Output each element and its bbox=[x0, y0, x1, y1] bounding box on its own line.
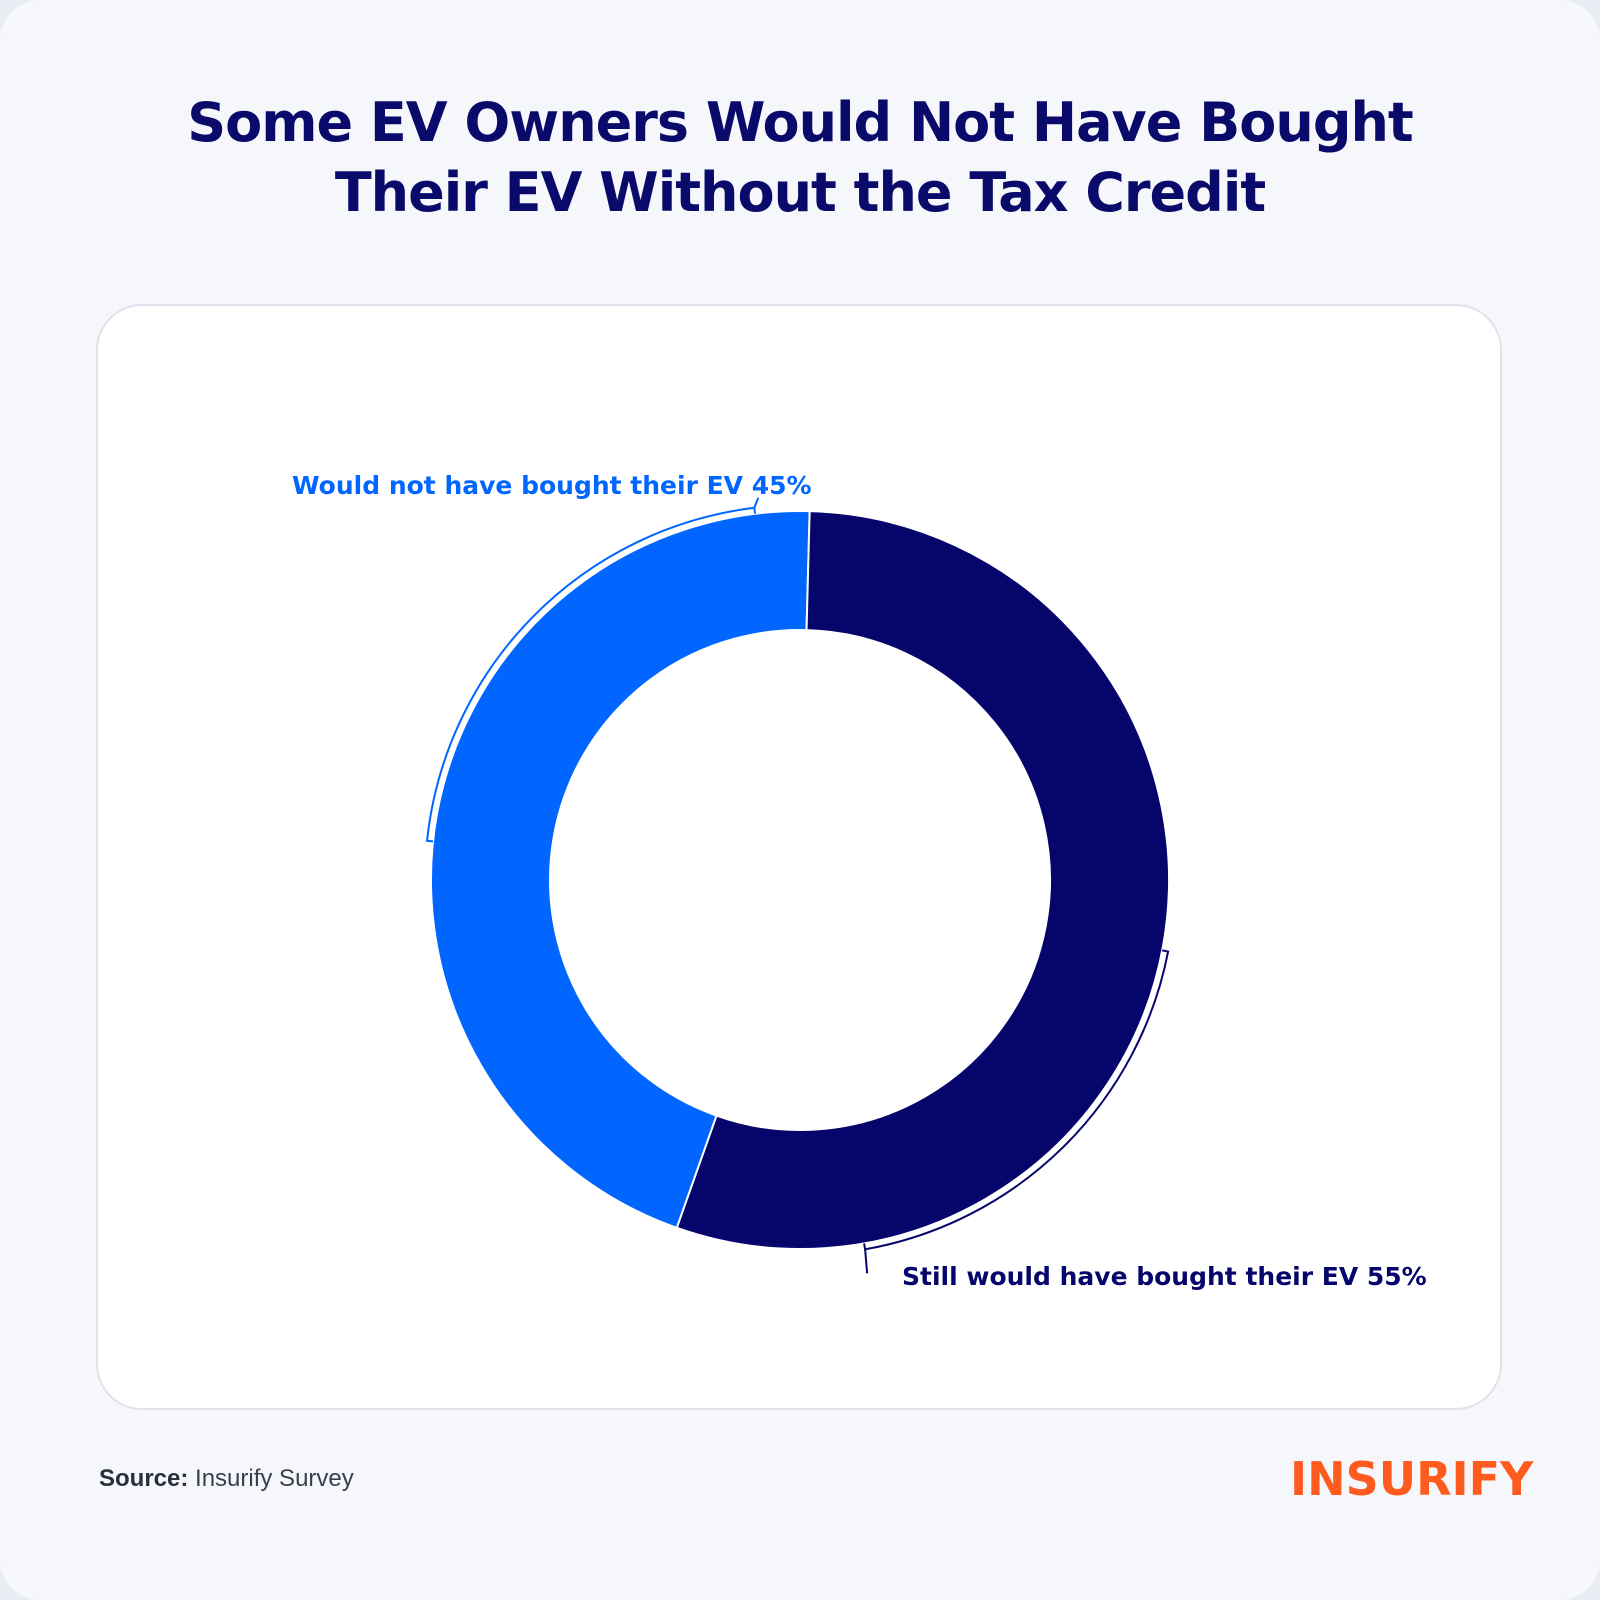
source-text: Insurify Survey bbox=[195, 1465, 354, 1492]
bracket-would-not bbox=[425, 506, 757, 843]
logo-text: INSURIFY bbox=[1290, 1452, 1534, 1506]
slice-still-would-have-bought bbox=[675, 510, 1170, 1250]
bracket-still-would bbox=[863, 949, 1170, 1251]
leader-would-not bbox=[753, 497, 760, 509]
title-line-2: Their EV Without the Tax Credit bbox=[334, 161, 1266, 224]
page-title: Some EV Owners Would Not Have Bought The… bbox=[0, 88, 1600, 228]
slice-label-still-would: Still would have bought their EV 55% bbox=[902, 1262, 1427, 1291]
slice-label-would-not: Would not have bought their EV 45% bbox=[292, 471, 812, 500]
source-label: Source: bbox=[99, 1465, 189, 1492]
insurify-logo: INSURIFY bbox=[1290, 1452, 1533, 1512]
source-note: Source: Insurify Survey bbox=[99, 1465, 354, 1493]
title-line-1: Some EV Owners Would Not Have Bought bbox=[187, 91, 1414, 154]
slice-would-not-have-bought bbox=[430, 510, 811, 1230]
leader-still-would bbox=[864, 1249, 869, 1274]
